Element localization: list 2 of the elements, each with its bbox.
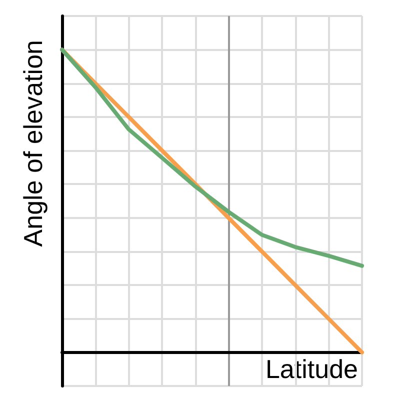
x-axis-title: Latitude (265, 354, 358, 384)
y-axis-title: Angle of elevation (18, 40, 48, 247)
